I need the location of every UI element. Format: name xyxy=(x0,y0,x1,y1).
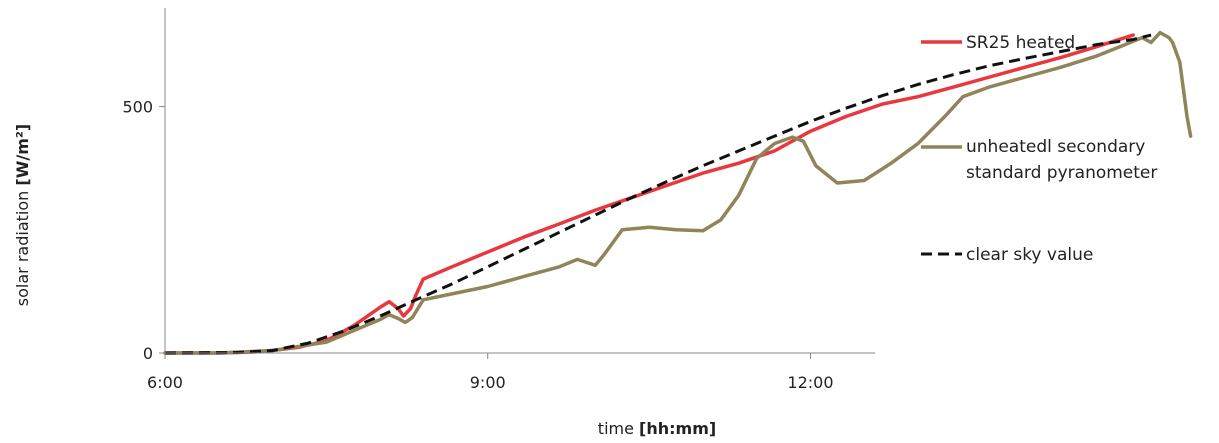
legend-label-2: clear sky value xyxy=(966,245,1093,265)
x-axis-unit: [hh:mm] xyxy=(639,419,716,438)
series-line-1 xyxy=(163,30,1193,355)
y-tick-label: 0 xyxy=(143,344,153,363)
legend: SR25 heated unheatedl secondary standard p… xyxy=(921,33,1157,265)
x-tick-label: 12:00 xyxy=(787,373,833,392)
legend-label-1: unheatedl secondary xyxy=(966,137,1145,157)
y-ticks: 0 500 xyxy=(122,98,165,363)
series-line-0 xyxy=(163,33,1135,355)
y-axis-title: solar radiation [W/m²] xyxy=(13,124,32,306)
x-axis-title-text: time xyxy=(598,419,634,438)
legend-label-0: SR25 heated xyxy=(966,33,1075,53)
y-axis-unit: [W/m²] xyxy=(13,124,32,186)
axes: 0 500 6:00 9:00 12:00 xyxy=(122,8,875,392)
x-tick-label: 9:00 xyxy=(470,373,506,392)
plot-area xyxy=(163,30,1193,355)
x-axis-title: time [hh:mm] xyxy=(598,419,716,438)
x-ticks: 6:00 9:00 12:00 xyxy=(147,353,834,392)
legend-label-1-line2: standard pyranometer xyxy=(966,163,1157,183)
y-axis-title-text: solar radiation xyxy=(13,191,32,306)
x-tick-label: 6:00 xyxy=(147,373,183,392)
y-tick-label: 500 xyxy=(122,98,153,117)
